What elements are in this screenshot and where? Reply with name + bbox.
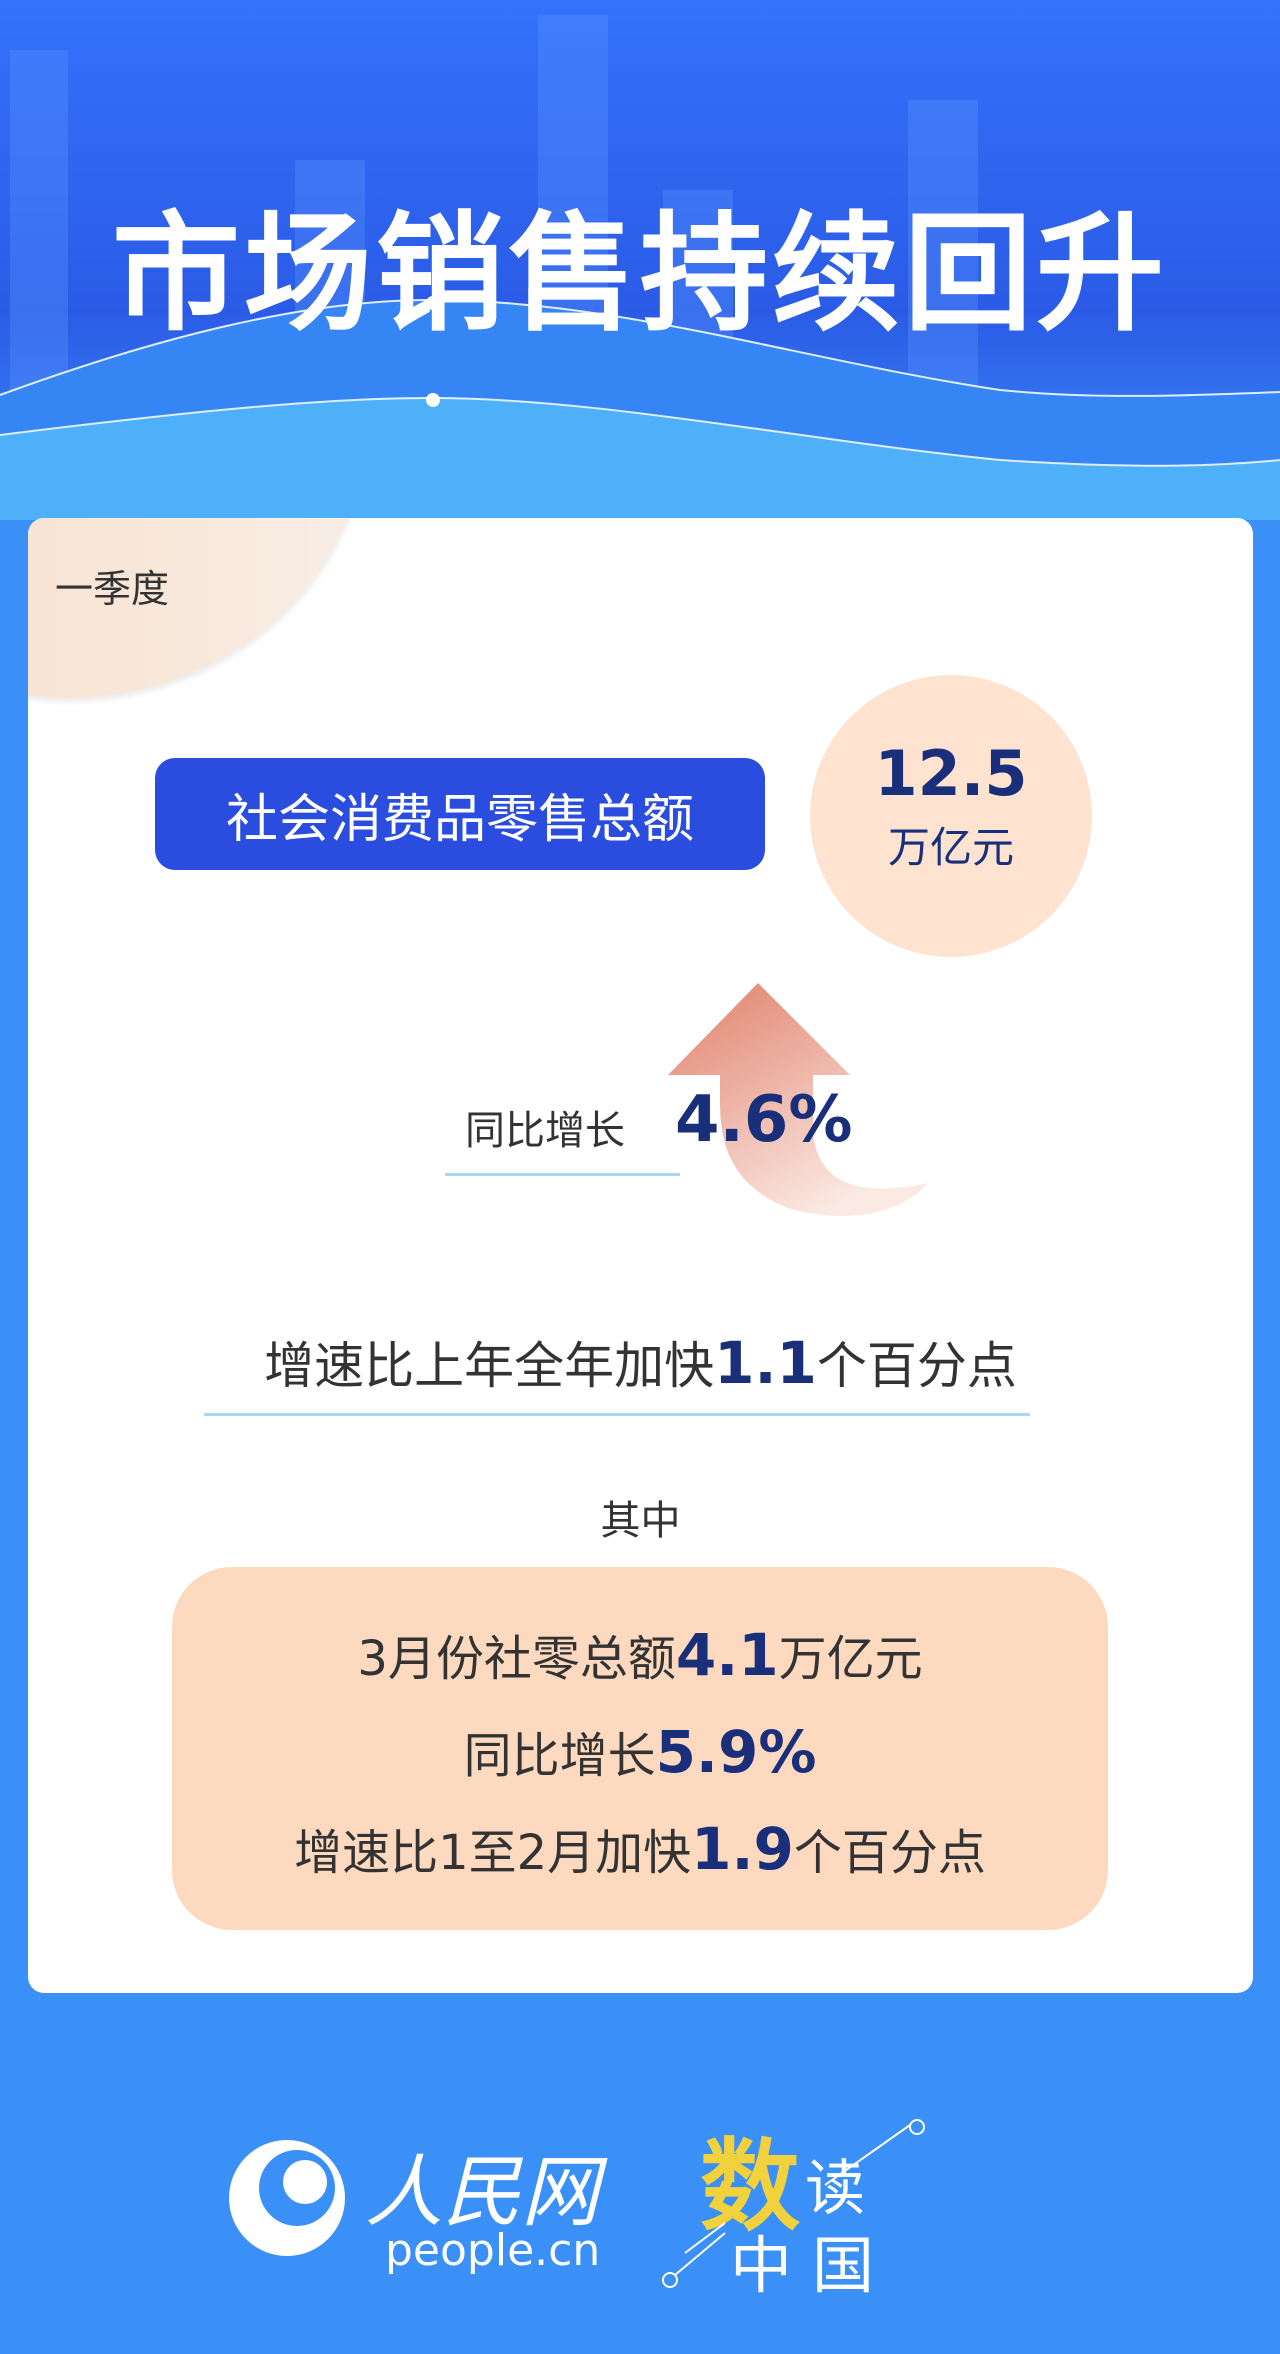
logo-url: people.cn (385, 2225, 601, 2276)
march-line: 同比增长5.9% (172, 1704, 1108, 1801)
page-title: 市场销售持续回升 (111, 200, 1168, 349)
yoy-value: 4.6% (675, 1083, 853, 1157)
metric-unit: 万亿元 (887, 823, 1014, 872)
line-prefix: 同比增长 (463, 1728, 656, 1784)
up-arrow-icon (668, 983, 928, 1216)
among-label: 其中 (600, 1498, 681, 1544)
divider (445, 1173, 680, 1176)
line-value: 4.1 (675, 1621, 779, 1689)
march-line: 增速比1至2月加快1.9个百分点 (172, 1801, 1108, 1898)
period-label: 一季度 (55, 567, 170, 611)
logo-char-shu: 数 (700, 2127, 800, 2245)
logo-char-du: 读 (805, 2154, 865, 2224)
connector-decoration-icon (662, 2119, 925, 2288)
info-card: 一季度 社会消费品零售总额 12.5 万亿元 同比增长 4.6% 增速比上年全年… (28, 518, 1253, 1993)
acceleration-text: 增速比上年全年加快1.1个百分点 (28, 1326, 1253, 1398)
line-suffix: 万亿元 (778, 1631, 923, 1687)
metric-label-pill: 社会消费品零售总额 (155, 758, 765, 870)
wave-decoration (0, 296, 1280, 520)
march-line: 3月份社零总额4.1万亿元 (172, 1607, 1108, 1704)
line-value: 5.9% (655, 1718, 817, 1786)
logo-text: 人民网 (365, 2148, 600, 2238)
metric-value-circle: 12.5 万亿元 (810, 675, 1092, 957)
header-banner: 市场销售持续回升 (0, 0, 1280, 520)
line-suffix: 个百分点 (793, 1825, 986, 1881)
accel-suffix: 个百分点 (816, 1337, 1017, 1395)
accel-value: 1.1 (714, 1329, 817, 1397)
divider (204, 1413, 1030, 1416)
data-read-china-logo: 数 读 中国 (655, 2105, 935, 2302)
line-prefix: 增速比1至2月加快 (294, 1825, 692, 1881)
logo-chars-zhongguo: 中国 (730, 2229, 895, 2302)
metric-value: 12.5 (874, 737, 1028, 810)
line-prefix: 3月份社零总额 (357, 1631, 676, 1687)
accel-prefix: 增速比上年全年加快 (264, 1337, 715, 1395)
people-cn-logo: 人民网 people.cn (225, 2110, 625, 2280)
yoy-label: 同比增长 (465, 1108, 625, 1154)
march-summary-box: 3月份社零总额4.1万亿元 同比增长5.9% 增速比1至2月加快1.9个百分点 (172, 1567, 1108, 1930)
line-value: 1.9 (691, 1815, 794, 1883)
people-globe-icon (229, 2140, 345, 2256)
